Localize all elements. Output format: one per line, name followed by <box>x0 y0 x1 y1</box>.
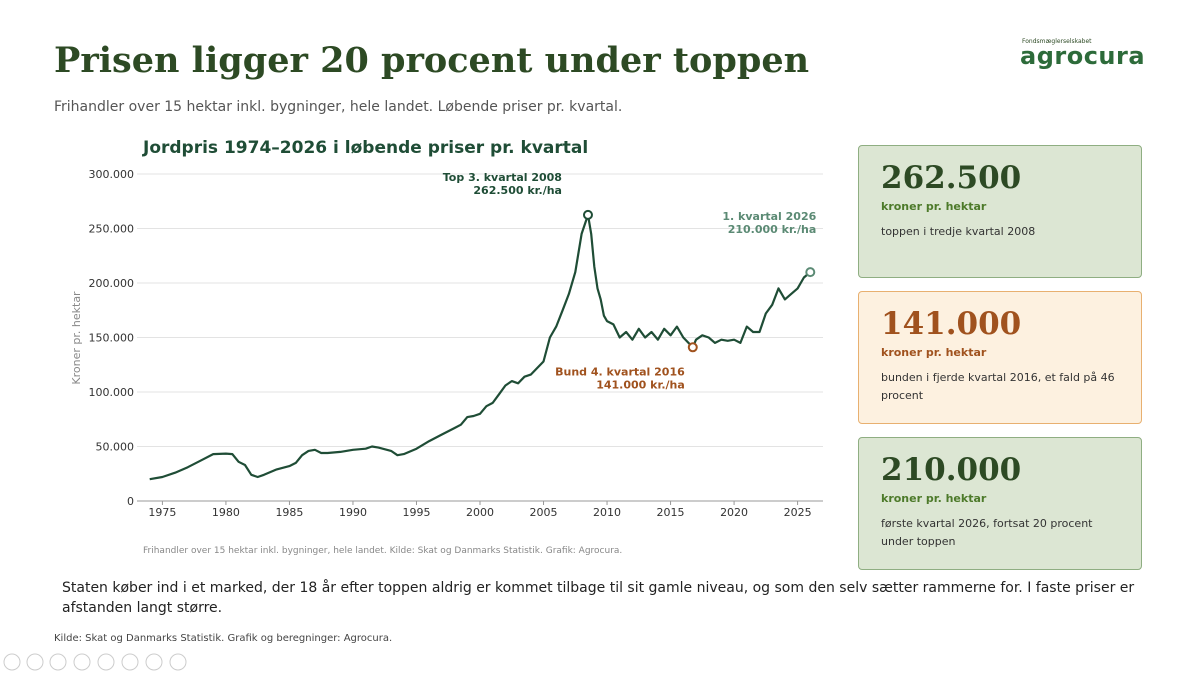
card-number: 141.000 <box>881 306 1022 342</box>
chart-note: Frihandler over 15 hektar inkl. bygninge… <box>143 546 622 556</box>
toolbar <box>3 653 187 671</box>
y-tick-label: 250.000 <box>89 223 135 236</box>
y-tick-label: 100.000 <box>89 386 135 399</box>
line <box>149 213 812 481</box>
card: 210.000 kroner pr. hektar første kvartal… <box>858 437 1142 570</box>
card-number: 210.000 <box>881 452 1022 488</box>
x-tick-label: 1975 <box>148 506 176 519</box>
y-tick-label: 0 <box>127 495 134 508</box>
card-text: bunden i fjerde kvartal 2016, et fald på… <box>881 371 1115 402</box>
x-tick-label: 2015 <box>657 506 685 519</box>
card-number: 262.500 <box>881 160 1022 196</box>
body-text: Staten køber ind i et marked, der 18 år … <box>62 580 1135 616</box>
card: 262.500 kroner pr. hektar toppen i tredj… <box>858 145 1142 278</box>
logo: agrocura <box>1020 42 1146 70</box>
annotation-text: 262.500 kr./ha <box>473 184 562 197</box>
card-text: toppen i tredje kvartal 2008 <box>881 225 1036 238</box>
x-tick-label: 1995 <box>402 506 430 519</box>
chart: Jordpris 1974–2026 i løbende priser pr. … <box>70 138 823 556</box>
chart-title: Jordpris 1974–2026 i løbende priser pr. … <box>142 138 588 158</box>
card-unit: kroner pr. hektar <box>881 346 987 359</box>
x-tick-label: 2005 <box>530 506 558 519</box>
annotation-text: Bund 4. kvartal 2016 <box>555 365 685 378</box>
x-tick-label: 2010 <box>593 506 621 519</box>
annotation-text: Top 3. kvartal 2008 <box>443 171 562 184</box>
y-axis-label: Kroner pr. hektar <box>70 291 83 385</box>
subtitle: Frihandler over 15 hektar inkl. bygninge… <box>54 99 623 115</box>
x-tick-label: 1985 <box>275 506 303 519</box>
y-tick-label: 50.000 <box>96 441 135 454</box>
x-tick-label: 1980 <box>212 506 240 519</box>
y-tick-label: 200.000 <box>89 277 135 290</box>
annotation-text: 210.000 kr./ha <box>728 223 817 236</box>
x-tick-label: 2025 <box>784 506 812 519</box>
annotation-marker <box>805 267 816 278</box>
card: 141.000 kroner pr. hektar bunden i fjerd… <box>858 291 1142 424</box>
annotation-text: 141.000 kr./ha <box>596 378 685 391</box>
annotation-marker <box>687 342 698 353</box>
title: Prisen ligger 20 procent under toppen <box>54 40 810 81</box>
x-tick-label: 1990 <box>339 506 367 519</box>
card-unit: kroner pr. hektar <box>881 492 987 505</box>
x-tick-label: 2020 <box>720 506 748 519</box>
annotation-text: 1. kvartal 2026 <box>722 210 816 223</box>
x-tick-label: 2000 <box>466 506 494 519</box>
source: Kilde: Skat og Danmarks Statistik. Grafi… <box>54 633 393 644</box>
logo-small: Fondsmæglerselskabet <box>1022 38 1092 45</box>
card-text: første kvartal 2026, fortsat 20 procent … <box>881 517 1093 548</box>
card-unit: kroner pr. hektar <box>881 200 987 213</box>
y-tick-label: 300.000 <box>89 168 135 181</box>
y-tick-label: 150.000 <box>89 332 135 345</box>
annotation-marker <box>582 209 593 220</box>
